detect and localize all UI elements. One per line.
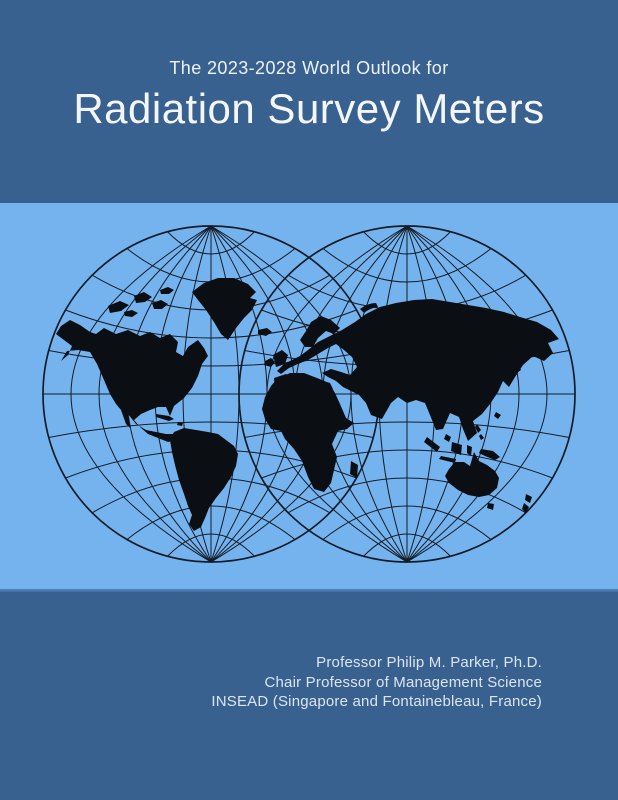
- scandinavia: [300, 316, 340, 347]
- title-block: The 2023-2028 World Outlook for Radiatio…: [0, 58, 618, 131]
- author-name: Professor Philip M. Parker, Ph.D.: [316, 654, 542, 671]
- indonesia: [424, 437, 500, 463]
- british-isles: [264, 350, 288, 367]
- caribbean-islands: [156, 414, 183, 426]
- band-bottom-edge: [0, 589, 618, 592]
- africa: [262, 373, 358, 492]
- author-affiliation: INSEAD (Singapore and Fontainebleau, Fra…: [211, 693, 542, 710]
- arctic-islands: [108, 287, 174, 317]
- continents-silhouette: [56, 278, 559, 531]
- series-title: The 2023-2028 World Outlook for: [169, 58, 449, 78]
- eurasia: [277, 299, 559, 441]
- south-europe: [274, 374, 333, 395]
- page-title: Radiation Survey Meters: [73, 85, 545, 132]
- greenland: [192, 278, 272, 340]
- author-credits: Professor Philip M. Parker, Ph.D. Chair …: [211, 653, 542, 712]
- north-america: [56, 320, 208, 442]
- south-america: [170, 428, 238, 531]
- author-role: Chair Professor of Management Science: [264, 673, 542, 691]
- australia: [445, 452, 532, 513]
